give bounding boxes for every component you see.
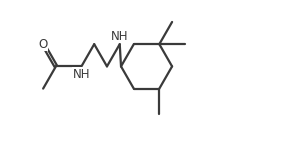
Text: O: O [39,38,48,51]
Text: NH: NH [111,29,128,42]
Text: NH: NH [73,68,90,81]
